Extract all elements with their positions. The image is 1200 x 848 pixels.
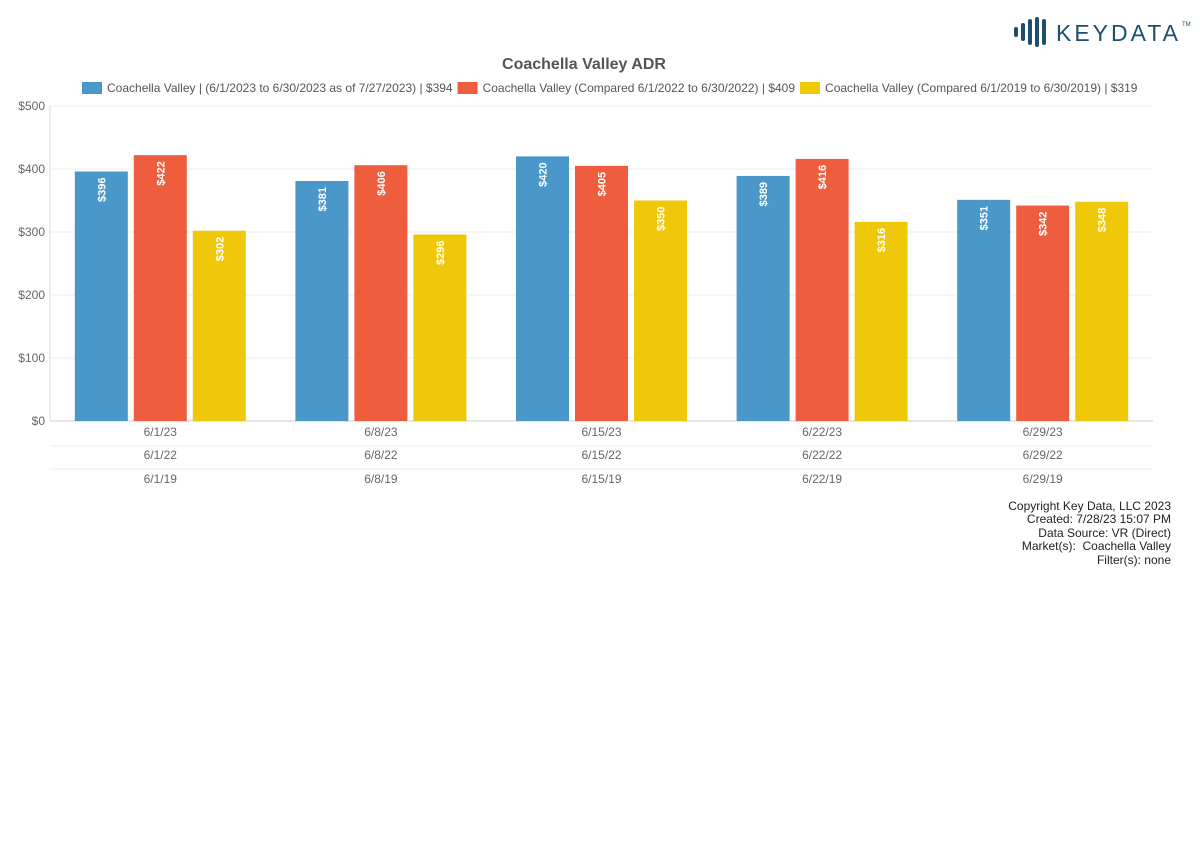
bar-value-label-1-2: $296 bbox=[435, 241, 447, 265]
bar-value-label-1-0: $381 bbox=[317, 187, 329, 211]
bar-value-label-4-2: $348 bbox=[1097, 208, 1109, 232]
bar-4-0[interactable] bbox=[957, 199, 1011, 421]
bar-value-label-3-1: $416 bbox=[817, 165, 829, 189]
keydata-logo-mark bbox=[1014, 17, 1046, 47]
x-category-label-2-0: 6/15/23 bbox=[581, 425, 621, 439]
chart-legend: Coachella Valley | (6/1/2023 to 6/30/202… bbox=[82, 81, 1138, 95]
bar-3-1[interactable] bbox=[795, 158, 849, 422]
y-tick-label-0: $0 bbox=[32, 414, 46, 428]
bar-value-label-0-1: $422 bbox=[155, 161, 167, 185]
x-category-label-1-0: 6/8/23 bbox=[364, 425, 398, 439]
bar-1-2[interactable] bbox=[413, 234, 467, 421]
adr-bar-chart: Coachella Valley ADR Coachella Valley | … bbox=[18, 56, 1153, 486]
x-category-label-4-2: 6/29/19 bbox=[1023, 472, 1063, 486]
x-axis: 6/1/23 6/1/22 6/1/19 6/8/23 6/8/22 6/8/19 6/15… bbox=[50, 425, 1153, 486]
bar-value-label-0-0: $396 bbox=[96, 178, 108, 202]
x-category-label-0-1: 6/1/22 bbox=[144, 448, 178, 462]
bar-value-label-4-0: $351 bbox=[979, 206, 991, 230]
bar-value-label-2-0: $420 bbox=[538, 162, 550, 186]
bar-1-0[interactable] bbox=[295, 180, 349, 421]
bar-1-1[interactable] bbox=[354, 165, 408, 421]
chart-title: Coachella Valley ADR bbox=[502, 56, 666, 73]
x-category-label-3-0: 6/22/23 bbox=[802, 425, 842, 439]
x-category-label-1-2: 6/8/19 bbox=[364, 472, 398, 486]
bar-value-label-2-2: $350 bbox=[656, 207, 668, 231]
x-category-label-0-0: 6/1/23 bbox=[144, 425, 178, 439]
legend-swatch-0 bbox=[82, 82, 102, 94]
bar-0-1[interactable] bbox=[133, 155, 187, 421]
bar-value-label-1-1: $406 bbox=[376, 171, 388, 195]
bar-3-0[interactable] bbox=[736, 175, 790, 421]
bar-2-1[interactable] bbox=[575, 165, 628, 421]
chart-bars bbox=[74, 155, 1129, 422]
created-line: Created: 7/28/23 15:07 PM bbox=[1026, 512, 1171, 527]
x-category-label-2-1: 6/15/22 bbox=[581, 448, 621, 462]
bar-3-2[interactable] bbox=[854, 221, 908, 421]
bar-value-labels: $396 $422 $302 $381 $406 $296 $420 $405 $350 $389… bbox=[96, 161, 1108, 265]
y-tick-label-1: $100 bbox=[18, 351, 45, 365]
keydata-logo-text: KEYDATA bbox=[1056, 20, 1181, 46]
legend-swatch-2 bbox=[800, 82, 821, 94]
y-tick-label-5: $500 bbox=[18, 99, 45, 113]
x-category-label-2-2: 6/15/19 bbox=[581, 472, 621, 486]
bar-4-1[interactable] bbox=[1016, 205, 1070, 421]
x-category-label-3-1: 6/22/22 bbox=[802, 448, 842, 462]
y-tick-label-2: $200 bbox=[18, 288, 45, 302]
bar-value-label-2-1: $405 bbox=[597, 172, 609, 196]
chart-footer: Copyright Key Data, LLC 2023 Created: 7/… bbox=[1008, 499, 1171, 567]
x-category-label-3-2: 6/22/19 bbox=[802, 472, 842, 486]
legend-label-2[interactable]: Coachella Valley (Compared 6/1/2019 to 6… bbox=[825, 81, 1138, 95]
keydata-logo: KEYDATA TM bbox=[1014, 17, 1191, 47]
bar-value-label-0-2: $302 bbox=[214, 237, 226, 261]
legend-swatch-1 bbox=[457, 82, 478, 94]
filters-line: Filter(s): none bbox=[1096, 552, 1171, 567]
bar-2-2[interactable] bbox=[634, 200, 687, 422]
bar-0-0[interactable] bbox=[74, 171, 128, 421]
markets-line: Market(s): Coachella Valley bbox=[1021, 539, 1171, 554]
bar-value-label-3-2: $316 bbox=[876, 228, 888, 252]
x-category-label-1-1: 6/8/22 bbox=[364, 448, 398, 462]
bar-0-2[interactable] bbox=[192, 230, 246, 421]
bar-4-2[interactable] bbox=[1075, 201, 1129, 421]
data-source-line: Data Source: VR (Direct) bbox=[1038, 525, 1171, 540]
legend-label-0[interactable]: Coachella Valley | (6/1/2023 to 6/30/202… bbox=[107, 81, 453, 95]
x-category-label-4-1: 6/29/22 bbox=[1023, 448, 1063, 462]
y-tick-label-4: $400 bbox=[18, 162, 45, 176]
legend-label-1[interactable]: Coachella Valley (Compared 6/1/2022 to 6… bbox=[483, 81, 796, 95]
x-category-label-4-0: 6/29/23 bbox=[1023, 425, 1063, 439]
bar-value-label-4-1: $342 bbox=[1038, 212, 1050, 236]
x-category-label-0-2: 6/1/19 bbox=[144, 472, 178, 486]
copyright-line: Copyright Key Data, LLC 2023 bbox=[1008, 499, 1171, 513]
bar-2-0[interactable] bbox=[516, 156, 569, 421]
y-tick-label-3: $300 bbox=[18, 225, 45, 239]
y-axis: $0 $100 $200 $300 $400 $500 bbox=[18, 99, 45, 428]
keydata-trademark: TM bbox=[1182, 22, 1191, 28]
bar-value-label-3-0: $389 bbox=[758, 182, 770, 206]
